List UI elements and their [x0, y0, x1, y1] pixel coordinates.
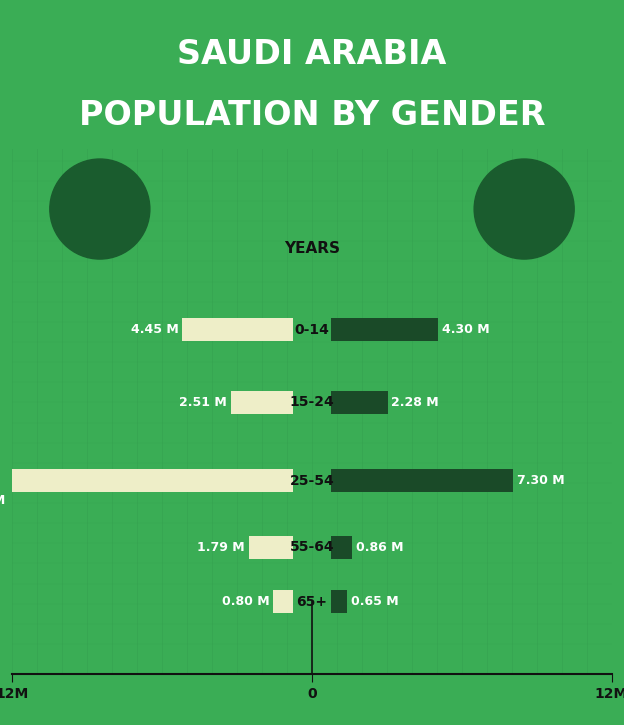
Text: SAUDI ARABIA: SAUDI ARABIA: [177, 38, 447, 72]
Bar: [331, 590, 347, 613]
Bar: [182, 318, 293, 341]
Text: 0-14: 0-14: [295, 323, 329, 337]
Bar: [331, 318, 438, 341]
Text: 65+: 65+: [296, 594, 328, 609]
Text: 1.79 M: 1.79 M: [197, 541, 245, 554]
Text: 👳: 👳: [87, 188, 113, 231]
Bar: [331, 536, 352, 559]
Bar: [9, 470, 293, 492]
Text: 4.45 M: 4.45 M: [130, 323, 178, 336]
Bar: [331, 470, 513, 492]
Text: 2.51 M: 2.51 M: [179, 396, 227, 409]
Text: 0.86 M: 0.86 M: [356, 541, 404, 554]
Text: POPULATION BY GENDER: POPULATION BY GENDER: [79, 99, 545, 133]
Text: 4.30 M: 4.30 M: [442, 323, 489, 336]
Text: 0.80 M: 0.80 M: [222, 595, 270, 608]
Bar: [331, 391, 388, 414]
Text: 2.28 M: 2.28 M: [391, 396, 439, 409]
Bar: [231, 391, 293, 414]
Text: 55-64: 55-64: [290, 540, 334, 555]
Text: YEARS: YEARS: [284, 241, 340, 256]
Text: 11.39 M: 11.39 M: [0, 494, 5, 507]
Text: 7.30 M: 7.30 M: [517, 474, 564, 487]
Text: 0.65 M: 0.65 M: [351, 595, 398, 608]
Bar: [248, 536, 293, 559]
Bar: [273, 590, 293, 613]
Text: 25-54: 25-54: [290, 474, 334, 488]
Text: 15-24: 15-24: [290, 395, 334, 410]
Text: 🧕: 🧕: [511, 188, 537, 231]
